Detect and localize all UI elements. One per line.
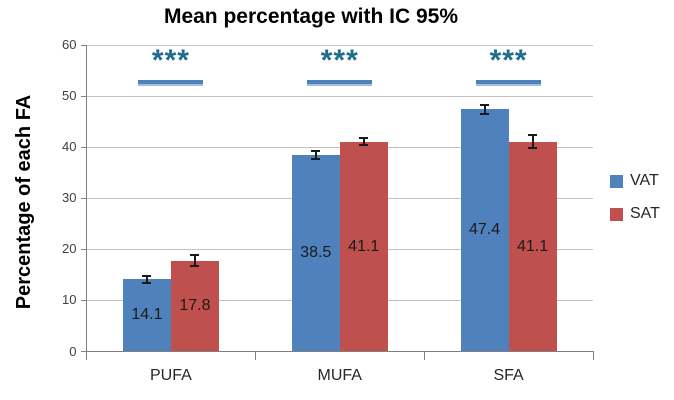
error-bar-cap-top: [359, 136, 369, 139]
bar-value-sat-sfa: 41.1: [517, 237, 549, 255]
y-tick-label-40: 40: [62, 139, 77, 155]
gridline-50: [86, 95, 593, 97]
y-axis: [86, 45, 87, 352]
y-tick-40: [80, 146, 87, 148]
x-axis: [86, 351, 594, 352]
error-bar-cap-top: [528, 133, 538, 136]
x-tick-3: [592, 351, 594, 360]
error-bar-cap-top: [480, 103, 490, 106]
y-tick-label-0: 0: [69, 343, 77, 359]
y-tick-label-50: 50: [62, 88, 77, 104]
y-tick-label-10: 10: [62, 292, 77, 308]
error-bar-sat-mufa: [362, 137, 365, 146]
bar-vat-mufa: [291, 154, 340, 352]
significance-marker-pufa: ***: [151, 44, 190, 77]
error-bar-cap-top: [311, 149, 321, 152]
y-tick-20: [80, 248, 87, 250]
category-label-mufa: MUFA: [317, 367, 362, 384]
y-tick-30: [80, 197, 87, 199]
significance-marker-sfa: ***: [489, 44, 528, 77]
legend: VAT SAT: [610, 173, 660, 239]
error-bar-cap-bottom: [190, 264, 200, 267]
bar-value-sat-mufa: 41.1: [348, 237, 380, 255]
y-tick-10: [80, 299, 87, 301]
bar-value-vat-sfa: 47.4: [469, 221, 501, 239]
category-label-pufa: PUFA: [150, 367, 192, 384]
gridline-60: [86, 44, 593, 46]
bar-value-vat-pufa: 14.1: [131, 306, 163, 324]
significance-bracket-mufa: [306, 80, 372, 86]
error-bar-vat-pufa: [145, 275, 148, 284]
x-tick-2: [423, 351, 425, 360]
error-bar-cap-bottom: [359, 144, 369, 147]
error-bar-vat-sfa: [483, 104, 486, 114]
bar-vat-sfa: [460, 109, 509, 352]
y-tick-50: [80, 95, 87, 97]
error-bar-cap-bottom: [142, 282, 152, 285]
bar-sat-mufa: [339, 141, 388, 352]
y-tick-label-30: 30: [62, 190, 77, 206]
bar-value-vat-mufa: 38.5: [300, 244, 332, 262]
significance-bracket-sfa: [475, 80, 541, 86]
y-tick-label-60: 60: [62, 37, 77, 52]
y-tick-0: [80, 351, 87, 352]
error-bar-cap-bottom: [480, 112, 490, 115]
significance-bracket-pufa: [137, 80, 203, 86]
legend-item-vat: VAT: [610, 173, 660, 189]
y-tick-60: [80, 44, 87, 46]
y-tick-label-20: 20: [62, 241, 77, 257]
error-bar-sat-sfa: [531, 134, 534, 149]
y-axis-title: Percentage of each FA: [13, 94, 35, 310]
bar-sat-sfa: [508, 141, 557, 352]
legend-item-sat: SAT: [610, 206, 660, 222]
error-bar-vat-mufa: [314, 150, 317, 159]
chart-title: Mean percentage with IC 95%: [163, 5, 459, 28]
legend-swatch-sat: [610, 207, 623, 221]
bar-value-sat-pufa: 17.8: [179, 297, 211, 315]
legend-label-sat: SAT: [630, 205, 660, 222]
x-tick-1: [254, 351, 256, 360]
error-bar-sat-pufa: [193, 255, 196, 266]
category-label-sfa: SFA: [493, 367, 524, 384]
bar-sat-pufa: [170, 260, 219, 352]
x-tick-0: [86, 351, 87, 360]
significance-marker-mufa: ***: [320, 44, 359, 77]
legend-swatch-vat: [610, 174, 623, 188]
error-bar-cap-top: [190, 254, 200, 257]
legend-label-vat: VAT: [630, 172, 659, 189]
error-bar-cap-bottom: [311, 157, 321, 160]
error-bar-cap-bottom: [528, 147, 538, 150]
error-bar-cap-top: [142, 274, 152, 277]
bar-vat-pufa: [122, 279, 171, 352]
